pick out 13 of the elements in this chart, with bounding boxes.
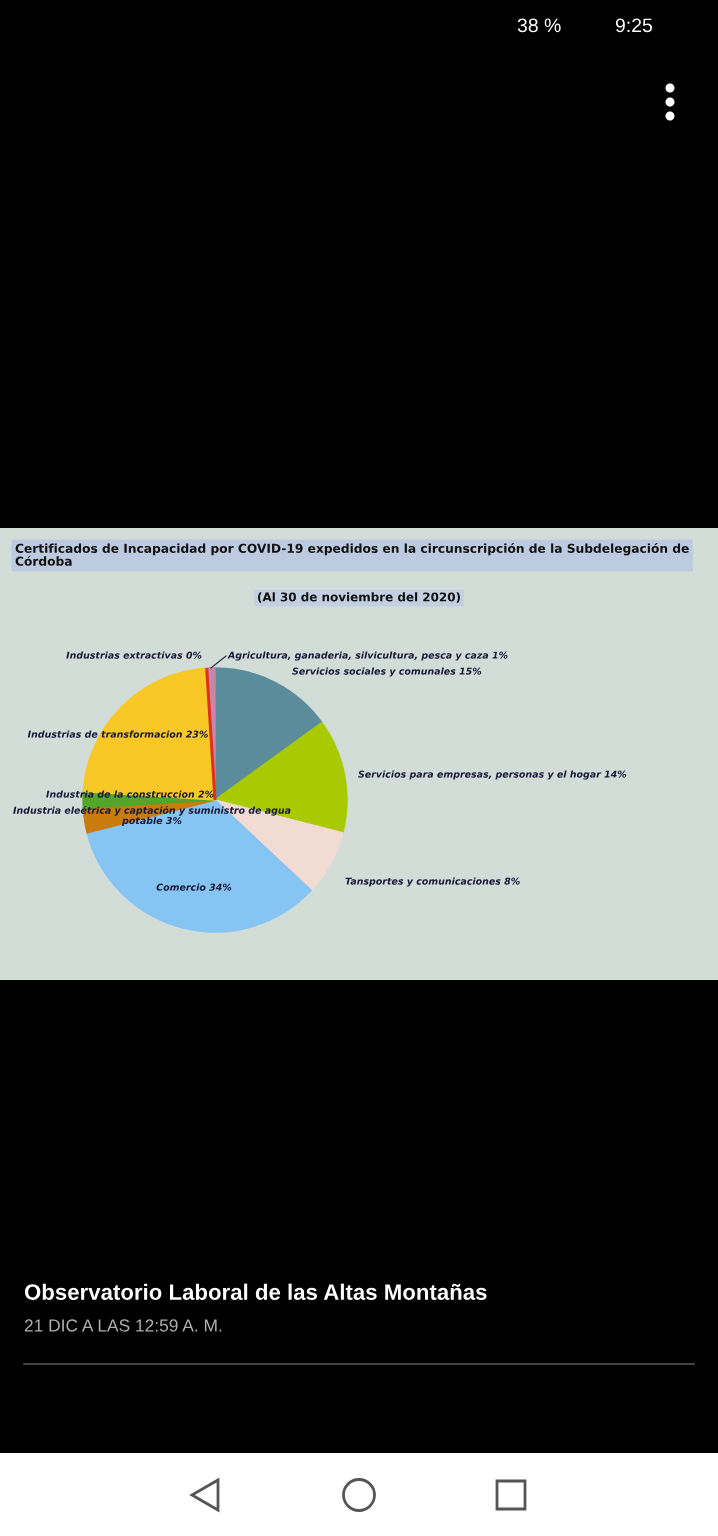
slice-label: Servicios para empresas, personas y el hogar 14% — [358, 770, 627, 780]
text: Observatorio Laboral de las Altas Montañas — [24, 1283, 487, 1300]
slice-label: Industrias de transformacion 23% — [27, 730, 208, 738]
chart-title: Certificados de Incapacidad por COVID-19 expedidos en la circunscripción de la Subdelegación de Córdoba — [15, 543, 689, 566]
category-label: Industrias extractivas 0% — [66, 651, 202, 659]
text: 38 % — [517, 18, 561, 33]
text: 9:25 — [615, 18, 653, 33]
text: 21 DIC A LAS 12:59 A. M. — [24, 1319, 222, 1332]
slice-label: Comercio 34% — [156, 883, 232, 891]
slice-label: Agricultura, ganaderia, silvicultura, pesca y caza 1% — [227, 651, 508, 661]
slice-label: Servicios sociales y comunales 15% — [292, 667, 482, 677]
slice-label: Tansportes y comunicaciones 8% — [345, 877, 520, 887]
chart-subtitle: (Al 30 de noviembre del 2020) — [258, 592, 460, 603]
